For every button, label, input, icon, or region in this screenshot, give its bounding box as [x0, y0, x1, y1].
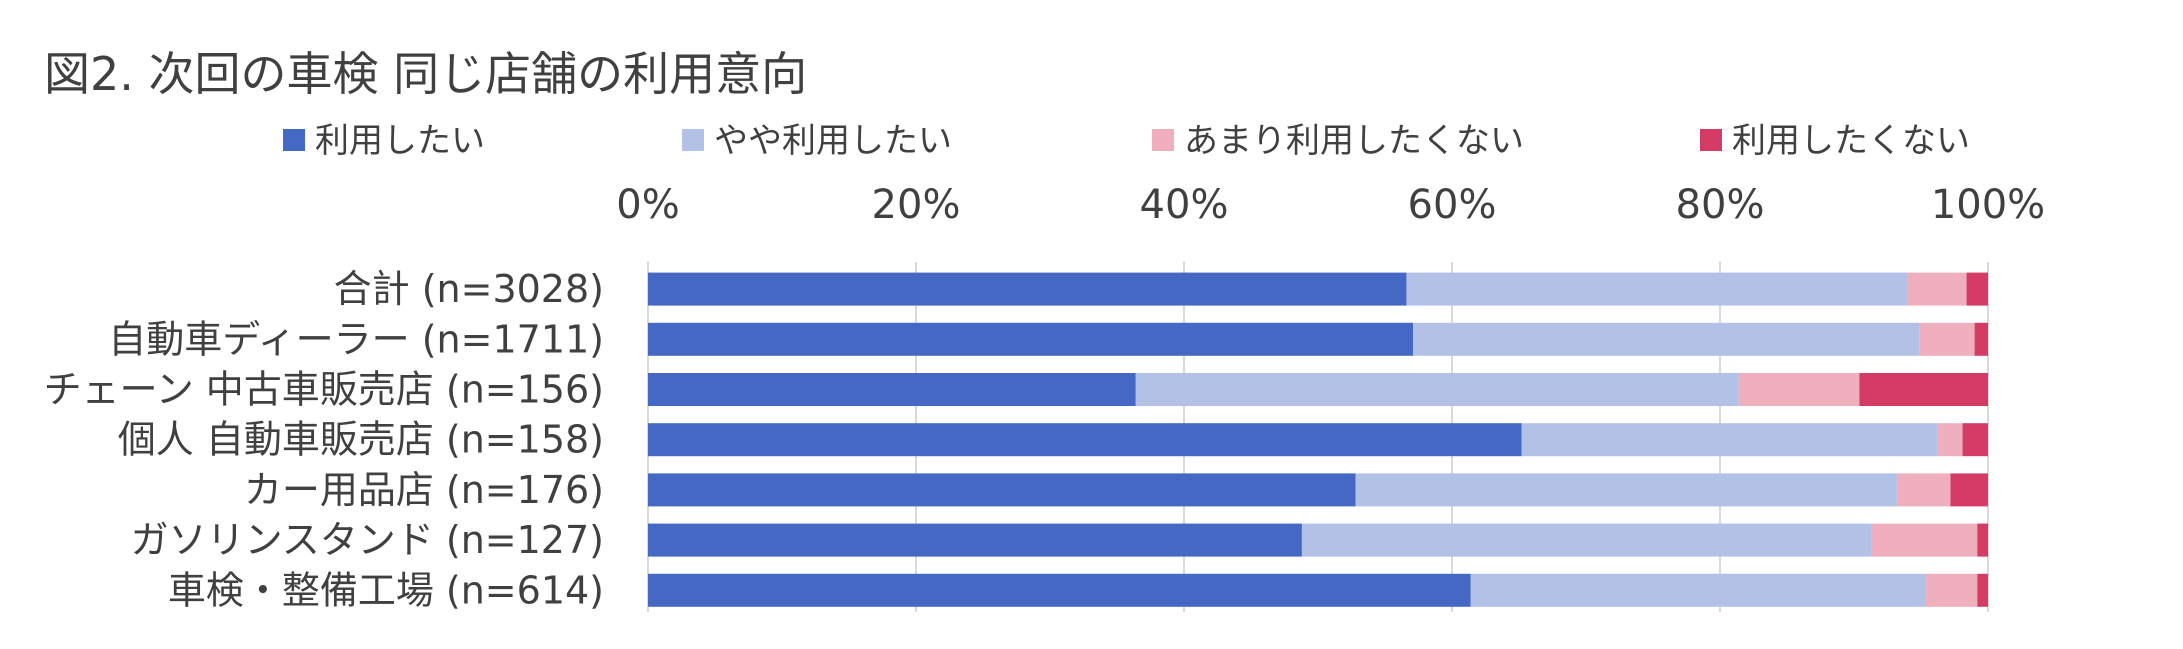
tick-label-2: 40%: [1140, 182, 1229, 228]
tick-label-1: 20%: [872, 182, 961, 228]
tick-label-0: 0%: [616, 182, 679, 228]
category-label-0: 合計 (n=3028): [334, 267, 604, 311]
legend-swatch-1: [682, 129, 704, 151]
category-label-4: カー用品店 (n=176): [244, 468, 604, 512]
x-axis-ticks: 0% 20% 40% 60% 80% 100%: [616, 182, 2045, 228]
category-label-6: 車検・整備工場 (n=614): [168, 568, 604, 612]
legend-swatch-3: [1700, 129, 1722, 151]
chart-title: 図2. 次回の車検 同じ店舗の利用意向: [44, 47, 808, 101]
bar-4-0: [648, 473, 1356, 507]
bar-0-2: [1907, 272, 1967, 306]
category-label-2: チェーン 中古車販売店 (n=156): [44, 368, 604, 412]
bar-3-1: [1521, 423, 1938, 457]
bar-0-1: [1406, 272, 1908, 306]
bar-2-0: [648, 373, 1136, 406]
bar-5-0: [648, 523, 1302, 557]
legend: 利用したい やや利用したい あまり利用したくない 利用したくない: [283, 121, 1970, 161]
bar-4-3: [1950, 473, 1988, 507]
tick-label-5: 100%: [1931, 182, 2045, 228]
bar-1-1: [1413, 322, 1920, 356]
bar-3-0: [648, 423, 1522, 457]
bar-5-1: [1301, 523, 1872, 557]
bar-2-3: [1859, 373, 1988, 406]
bar-5-3: [1977, 523, 1988, 557]
bar-1-2: [1919, 322, 1975, 356]
bar-2-1: [1135, 373, 1739, 406]
bars: [648, 272, 1988, 607]
legend-swatch-2: [1152, 129, 1174, 151]
bar-3-2: [1937, 423, 1963, 457]
category-labels: 合計 (n=3028) 自動車ディーラー (n=1711) チェーン 中古車販売店 …: [44, 267, 604, 612]
bar-0-0: [648, 272, 1407, 306]
bar-6-2: [1925, 573, 1978, 607]
bar-5-2: [1871, 523, 1978, 557]
bar-6-3: [1977, 573, 1988, 607]
bar-3-3: [1962, 423, 1988, 457]
category-label-3: 個人 自動車販売店 (n=158): [118, 418, 604, 462]
category-label-1: 自動車ディーラー (n=1711): [108, 317, 604, 361]
bar-6-1: [1470, 573, 1926, 607]
legend-label-1: やや利用したい: [714, 121, 952, 161]
legend-label-0: 利用したい: [315, 121, 485, 161]
bar-2-2: [1738, 373, 1860, 406]
tick-label-4: 80%: [1676, 182, 1765, 228]
bar-0-3: [1966, 272, 1988, 306]
bar-4-1: [1355, 473, 1897, 507]
category-label-5: ガソリンスタンド (n=127): [131, 518, 604, 562]
legend-label-3: 利用したくない: [1732, 121, 1970, 161]
bar-1-0: [648, 322, 1414, 356]
legend-label-2: あまり利用したくない: [1184, 121, 1524, 161]
bar-1-3: [1974, 322, 1988, 356]
bar-6-0: [648, 573, 1471, 607]
bar-4-2: [1896, 473, 1951, 507]
tick-label-3: 60%: [1408, 182, 1497, 228]
legend-swatch-0: [283, 129, 305, 151]
